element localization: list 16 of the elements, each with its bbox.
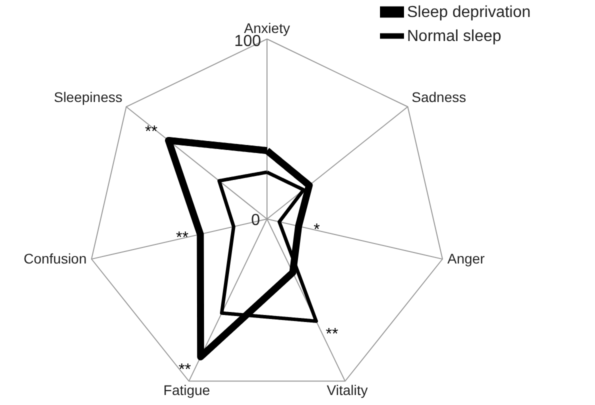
text: ** bbox=[144, 124, 158, 141]
text: * bbox=[314, 221, 320, 238]
legend-label: Normal sleep bbox=[407, 28, 502, 45]
y-tick-label: 0 bbox=[251, 212, 260, 229]
spoke-label: Fatigue bbox=[163, 382, 210, 398]
spoke-label: Anxiety bbox=[244, 20, 290, 36]
legend-label: Sleep deprivation bbox=[407, 4, 531, 21]
spoke-label: Sadness bbox=[412, 88, 466, 105]
y-tick-label: 100 bbox=[234, 33, 262, 50]
text: ** bbox=[178, 361, 192, 378]
spoke-label: Vitality bbox=[326, 382, 368, 398]
spoke-label: Sleepiness bbox=[54, 88, 122, 105]
spoke-label: Confusion bbox=[24, 250, 87, 267]
text: ** bbox=[326, 326, 338, 343]
text: ** bbox=[176, 229, 188, 246]
spoke-label: Anger bbox=[447, 250, 486, 267]
